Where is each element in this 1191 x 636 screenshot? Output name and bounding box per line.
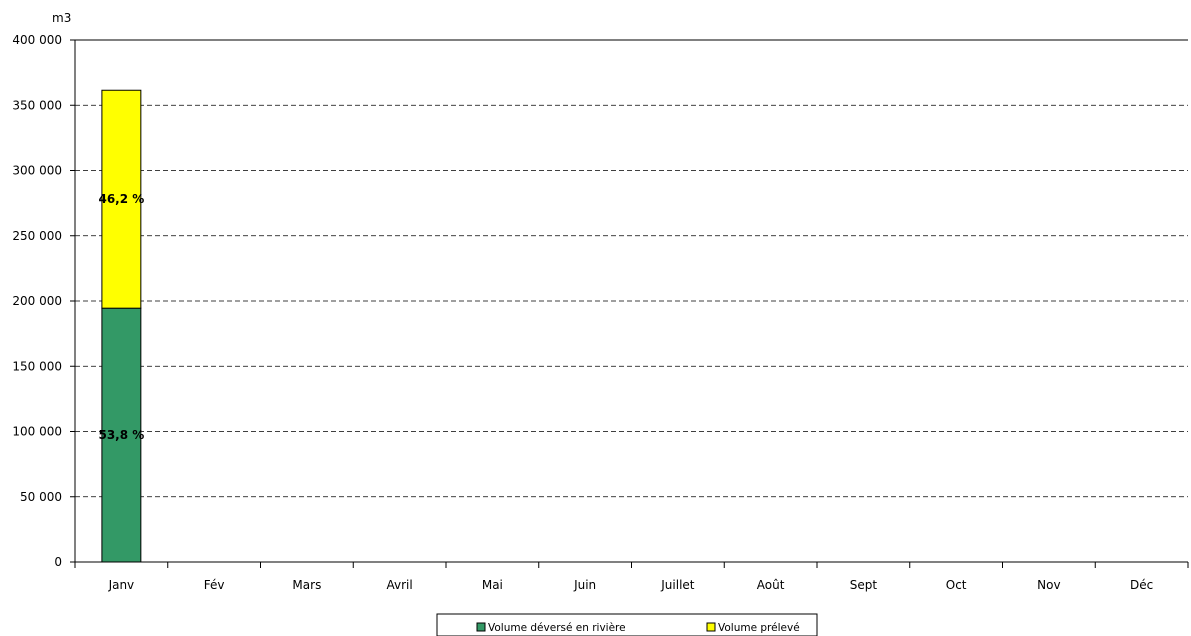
x-tick-label: Fév [204, 578, 225, 592]
x-tick-label: Déc [1130, 578, 1153, 592]
legend-label: Volume déversé en rivière [488, 622, 626, 634]
y-tick-label: 50 000 [20, 490, 62, 504]
data-label: 53,8 % [98, 428, 144, 442]
bar-segment [101, 89, 142, 309]
x-tick-label: Oct [946, 578, 967, 592]
x-tick-label: Nov [1037, 578, 1060, 592]
data-label: 46,2 % [98, 192, 144, 206]
bars [101, 89, 142, 563]
y-tick-label: 250 000 [12, 229, 62, 243]
legend-box [436, 613, 818, 636]
legend-swatch [476, 622, 486, 632]
x-tick-label: Janv [108, 578, 135, 592]
y-unit-label: m3 [52, 11, 71, 25]
x-tick-labels: Janv Fév Mars Avril Mai Juin Juillet Août Sept Oc… [108, 578, 1154, 592]
axes [74, 39, 1189, 568]
x-tick-label: Mars [292, 578, 321, 592]
y-tick-label: 0 [54, 555, 62, 569]
x-tick-label: Avril [387, 578, 413, 592]
x-tick-label: Sept [850, 578, 878, 592]
legend: Volume déversé en rivière Volume prélevé [436, 613, 818, 636]
x-tick-label: Août [757, 578, 785, 592]
x-tick-label: Juillet [660, 578, 695, 592]
y-tick-label: 400 000 [12, 33, 62, 47]
y-tick-labels: 0 50 000 100 000 150 000 200 000 250 000 300 0… [12, 33, 62, 569]
data-labels: 53,8 % 46,2 % [98, 192, 144, 442]
y-tick-label: 200 000 [12, 294, 62, 308]
x-tick-label: Juin [573, 578, 596, 592]
y-tick-label: 350 000 [12, 98, 62, 112]
legend-swatch [706, 622, 716, 632]
y-tick-label: 150 000 [12, 359, 62, 373]
x-tick-label: Mai [482, 578, 503, 592]
y-tick-label: 100 000 [12, 425, 62, 439]
y-tick-label: 300 000 [12, 164, 62, 178]
legend-label: Volume prélevé [718, 622, 800, 634]
gridlines [70, 39, 1188, 563]
